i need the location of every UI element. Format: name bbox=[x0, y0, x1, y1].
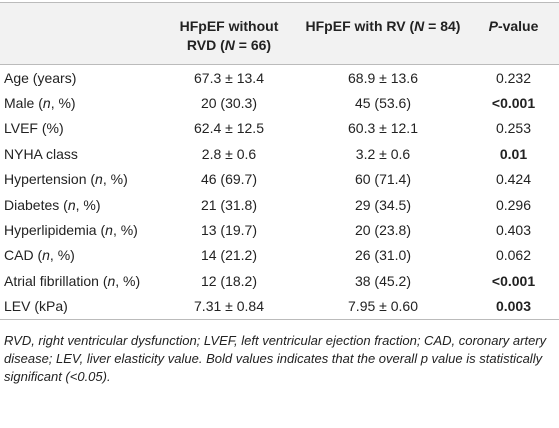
value-cell: 62.4 ± 12.5 bbox=[194, 120, 264, 137]
row-label: CAD (n, %) bbox=[0, 243, 160, 268]
text-segment: n bbox=[95, 171, 103, 188]
text-segment: -value bbox=[497, 18, 539, 34]
row-label: LVEF (%) bbox=[0, 116, 160, 141]
value-cell: 2.8 ± 0.6 bbox=[201, 145, 257, 162]
value-cell: 60.3 ± 12.1 bbox=[348, 120, 418, 137]
table-row: Hypertension (n, %) 46 (69.7) 60 (71.4) 0.4… bbox=[0, 167, 559, 192]
text-segment: = 66) bbox=[234, 37, 272, 53]
value-cell: 29 (34.5) bbox=[354, 196, 412, 213]
text-segment: , %) bbox=[102, 171, 128, 188]
table-row: Diabetes (n, %) 21 (31.8) 29 (34.5) 0.296 bbox=[0, 192, 559, 217]
value-cell: 7.95 ± 0.60 bbox=[298, 293, 468, 320]
p-value-cell: 0.01 bbox=[499, 145, 528, 162]
text-segment: Hypertension ( bbox=[4, 171, 96, 188]
p-value-cell: 0.003 bbox=[468, 293, 559, 320]
table-row: Atrial fibrillation (n, %) 12 (18.2) 38 (4… bbox=[0, 268, 559, 293]
text-segment: , %) bbox=[75, 196, 101, 213]
row-label: Diabetes (n, %) bbox=[0, 192, 160, 217]
value-cell: 14 (21.2) bbox=[200, 247, 258, 264]
table-row: NYHA class 2.8 ± 0.6 3.2 ± 0.6 0.01 bbox=[0, 141, 559, 166]
value-cell: 13 (19.7) bbox=[200, 222, 258, 239]
value-cell: 21 (31.8) bbox=[200, 196, 258, 213]
table-row: Hyperlipidemia (n, %) 13 (19.7) 20 (23.8) 0… bbox=[0, 217, 559, 242]
text-segment: n bbox=[67, 196, 76, 213]
text-segment: P bbox=[488, 18, 498, 34]
table-body: Age (years) 67.3 ± 13.4 68.9 ± 13.6 0.232 Ma… bbox=[0, 65, 559, 320]
text-segment: Diabetes ( bbox=[4, 196, 68, 213]
header-cell bbox=[0, 2, 160, 65]
p-value-cell: 0.424 bbox=[495, 171, 532, 188]
text-segment: CAD ( bbox=[4, 247, 43, 264]
text-segment: LVEF (%) bbox=[4, 120, 64, 137]
value-cell: 7.31 ± 0.84 bbox=[160, 293, 298, 320]
text-segment: Male ( bbox=[4, 95, 43, 112]
header-cell: HFpEF with RV (N = 84) bbox=[298, 2, 468, 65]
text-segment: NYHA class bbox=[4, 145, 78, 162]
text-segment: HFpEF without RVD ( bbox=[179, 18, 279, 53]
row-label: Male (n, %) bbox=[0, 90, 160, 115]
value-cell: 67.3 ± 13.4 bbox=[194, 69, 264, 86]
text-segment: n bbox=[105, 222, 113, 239]
p-value-cell: 0.062 bbox=[495, 247, 532, 264]
value-cell: 12 (18.2) bbox=[200, 272, 258, 289]
row-label: LEV (kPa) bbox=[0, 293, 160, 320]
text-segment: HFpEF with RV ( bbox=[305, 18, 415, 34]
p-value-cell: 0.253 bbox=[495, 120, 532, 137]
table-row: Male (n, %) 20 (30.3) 45 (53.6) <0.001 bbox=[0, 90, 559, 115]
header-cell: P-value bbox=[468, 2, 559, 65]
value-cell: 45 (53.6) bbox=[354, 95, 412, 112]
table-row: LEV (kPa) 7.31 ± 0.84 7.95 ± 0.60 0.003 bbox=[0, 293, 559, 320]
value-cell: 20 (23.8) bbox=[354, 222, 412, 239]
table-row: LVEF (%) 62.4 ± 12.5 60.3 ± 12.1 0.253 bbox=[0, 116, 559, 141]
row-label: NYHA class bbox=[0, 141, 160, 166]
text-segment: Age (years) bbox=[4, 69, 77, 86]
text-segment: , %) bbox=[115, 272, 141, 289]
table-header: HFpEF without RVD (N = 66) HFpEF with RV … bbox=[0, 2, 559, 65]
text-segment: n bbox=[107, 272, 116, 289]
p-value-cell: 0.232 bbox=[495, 69, 532, 86]
value-cell: 3.2 ± 0.6 bbox=[355, 145, 411, 162]
header-cell: HFpEF without RVD (N = 66) bbox=[160, 2, 298, 65]
p-value-cell: 0.403 bbox=[495, 222, 532, 239]
value-cell: 68.9 ± 13.6 bbox=[348, 69, 418, 86]
text-segment: Atrial fibrillation ( bbox=[4, 272, 108, 289]
value-cell: 38 (45.2) bbox=[354, 272, 412, 289]
value-cell: 26 (31.0) bbox=[354, 247, 412, 264]
table-row: CAD (n, %) 14 (21.2) 26 (31.0) 0.062 bbox=[0, 243, 559, 268]
row-label: Hyperlipidemia (n, %) bbox=[0, 217, 160, 242]
text-segment: = 84) bbox=[424, 18, 461, 34]
header-row: HFpEF without RVD (N = 66) HFpEF with RV … bbox=[0, 2, 559, 65]
row-label: Age (years) bbox=[0, 65, 160, 91]
text-segment: n bbox=[42, 247, 50, 264]
text-segment: n bbox=[42, 95, 51, 112]
table-row: Age (years) 67.3 ± 13.4 68.9 ± 13.6 0.232 bbox=[0, 65, 559, 91]
text-segment: N bbox=[224, 37, 235, 53]
p-value-cell: <0.001 bbox=[491, 272, 536, 289]
row-label: Hypertension (n, %) bbox=[0, 167, 160, 192]
text-segment: , %) bbox=[50, 95, 76, 112]
text-segment: LEV (kPa) bbox=[4, 298, 68, 315]
text-segment: , %) bbox=[49, 247, 75, 264]
p-value-cell: 0.296 bbox=[495, 196, 532, 213]
value-cell: 20 (30.3) bbox=[200, 95, 258, 112]
text-segment: , %) bbox=[112, 222, 138, 239]
text-segment: N bbox=[414, 18, 425, 34]
value-cell: 60 (71.4) bbox=[354, 171, 412, 188]
text-segment: Hyperlipidemia ( bbox=[4, 222, 106, 239]
footnote: RVD, right ventricular dysfunction; LVEF… bbox=[4, 332, 547, 384]
data-table: HFpEF without RVD (N = 66) HFpEF with RV … bbox=[0, 2, 559, 320]
value-cell: 46 (69.7) bbox=[200, 171, 258, 188]
p-value-cell: <0.001 bbox=[491, 95, 536, 112]
row-label: Atrial fibrillation (n, %) bbox=[0, 268, 160, 293]
